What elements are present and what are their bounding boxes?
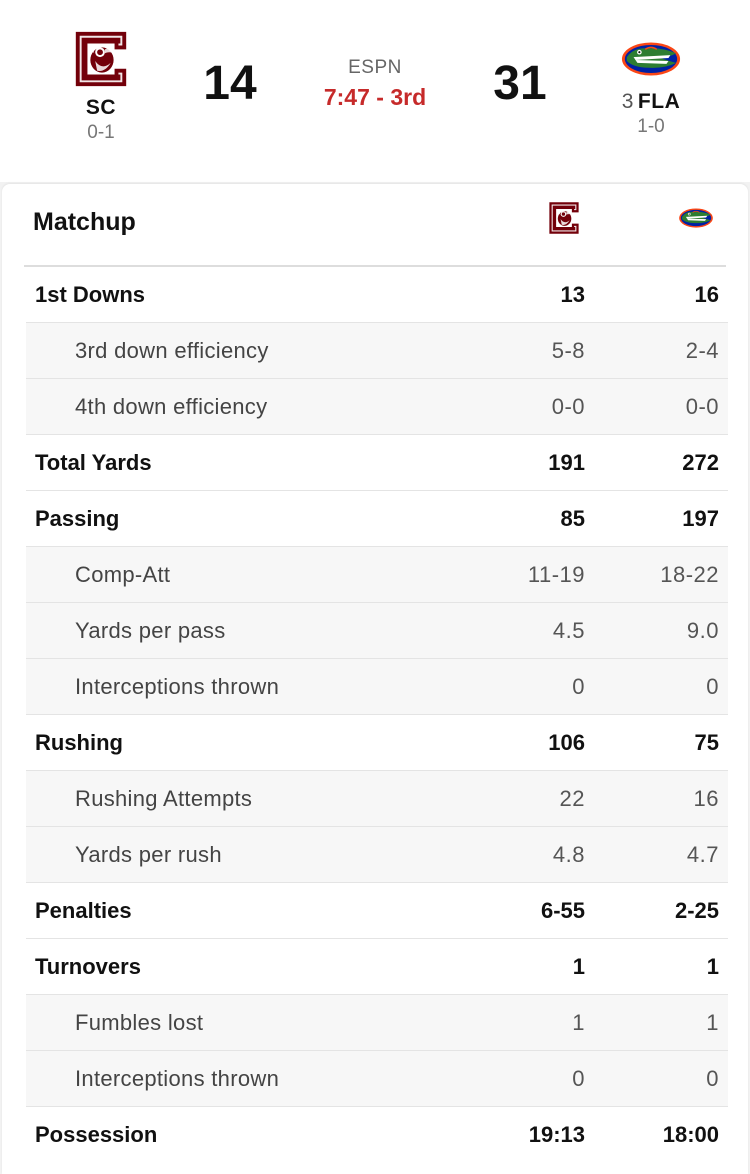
scoreboard-header: SC 0-1 14 ESPN 7:47 - 3rd 31 3 FLA 1-0 — [0, 0, 750, 182]
stat-away-value: 1 — [572, 1010, 585, 1035]
away-team-abbr: SC — [85, 96, 117, 119]
stat-away-value: 1 — [572, 954, 585, 979]
stat-home-value: 16 — [694, 282, 719, 307]
stat-label: Rushing Attempts — [75, 786, 253, 811]
stat-away-value: 191 — [548, 450, 585, 475]
game-clock: 7:47 - 3rd — [323, 84, 427, 110]
matchup-header: Matchup — [24, 184, 726, 267]
stat-label: 3rd down efficiency — [75, 338, 269, 363]
stat-home-value: 0 — [706, 674, 719, 699]
stat-row: Comp-Att 11-19 18-22 — [26, 547, 728, 603]
matchup-title: Matchup — [33, 208, 136, 236]
stat-label: Yards per pass — [75, 618, 226, 643]
stat-row: Turnovers 1 1 — [26, 939, 728, 995]
stat-home-value: 2-4 — [685, 338, 719, 363]
stat-row: Passing 85 197 — [26, 491, 728, 547]
home-team-abbr: FLA — [637, 90, 681, 113]
stat-away-value: 13 — [560, 282, 585, 307]
stats-table: 1st Downs 13 16 3rd down efficiency 5-8 2-4 4t… — [26, 267, 728, 1162]
stat-row: Interceptions thrown 0 0 — [26, 659, 728, 715]
stat-label: Yards per rush — [75, 842, 222, 867]
stat-row: Penalties 6-55 2-25 — [26, 883, 728, 939]
away-team[interactable]: SC 0-1 — [31, 28, 171, 144]
home-team-rank: 3 — [621, 90, 634, 113]
stat-label: Penalties — [35, 898, 132, 923]
stat-row: 4th down efficiency 0-0 0-0 — [26, 379, 728, 435]
stat-home-value: 75 — [694, 730, 719, 755]
stat-away-value: 4.8 — [552, 842, 585, 867]
stat-label: 1st Downs — [35, 282, 146, 307]
stat-away-value: 6-55 — [540, 898, 585, 923]
matchup-card: Matchup 1st Downs 13 16 3rd down efficiency… — [2, 184, 748, 1174]
game-status: ESPN 7:47 - 3rd — [275, 57, 475, 111]
gamecocks-logo-icon — [546, 200, 582, 236]
stat-home-value: 16 — [693, 786, 719, 811]
stat-label: Fumbles lost — [75, 1010, 204, 1035]
stat-label: Interceptions thrown — [75, 674, 280, 699]
stat-home-value: 0-0 — [685, 394, 719, 419]
stat-away-value: 11-19 — [527, 562, 585, 587]
stat-row: Rushing 106 75 — [26, 715, 728, 771]
stat-row: Total Yards 191 272 — [26, 435, 728, 491]
stat-row: Interceptions thrown 0 0 — [26, 1051, 728, 1107]
stat-label: Interceptions thrown — [75, 1066, 280, 1091]
stat-label: Possession — [35, 1122, 158, 1147]
stat-home-value: 18:00 — [662, 1122, 719, 1147]
stat-label: Rushing — [35, 730, 123, 755]
home-team-record: 1-0 — [637, 116, 665, 137]
gators-logo-icon[interactable] — [620, 39, 682, 79]
stat-home-value: 18-22 — [660, 562, 719, 587]
stat-home-value: 2-25 — [674, 898, 719, 923]
stat-home-value: 272 — [682, 450, 719, 475]
stat-home-value: 197 — [682, 506, 719, 531]
away-team-name: SC — [31, 96, 171, 120]
stat-label: Total Yards — [35, 450, 152, 475]
stat-away-value: 0 — [572, 674, 585, 699]
gamecocks-logo-icon[interactable] — [70, 28, 132, 90]
away-team-record: 0-1 — [87, 122, 115, 143]
stat-label: Comp-Att — [75, 562, 171, 587]
stat-away-value: 19:13 — [528, 1122, 585, 1147]
stat-home-value: 9.0 — [686, 618, 719, 643]
stat-row: Yards per pass 4.5 9.0 — [26, 603, 728, 659]
home-team[interactable]: 3 FLA 1-0 — [581, 28, 721, 138]
network-label: ESPN — [348, 57, 402, 78]
stat-home-value: 1 — [706, 954, 719, 979]
stat-row: Possession 19:13 18:00 — [26, 1107, 728, 1162]
home-score: 31 — [493, 57, 547, 110]
stat-row: Rushing Attempts 22 16 — [26, 771, 728, 827]
stat-home-value: 4.7 — [686, 842, 719, 867]
stat-away-value: 106 — [548, 730, 585, 755]
stat-row: Yards per rush 4.8 4.7 — [26, 827, 728, 883]
stat-home-value: 0 — [706, 1066, 719, 1091]
stat-away-value: 0-0 — [551, 394, 585, 419]
stat-label: 4th down efficiency — [75, 394, 268, 419]
stat-away-value: 22 — [559, 786, 585, 811]
stat-away-value: 5-8 — [551, 338, 585, 363]
stat-away-value: 4.5 — [552, 618, 585, 643]
stat-away-value: 0 — [572, 1066, 585, 1091]
away-score: 14 — [203, 57, 257, 110]
stat-row: Fumbles lost 1 1 — [26, 995, 728, 1051]
stat-away-value: 85 — [560, 506, 585, 531]
stat-label: Turnovers — [35, 954, 141, 979]
stat-home-value: 1 — [706, 1010, 719, 1035]
home-team-name: 3 FLA — [581, 90, 721, 114]
stat-label: Passing — [35, 506, 120, 531]
stat-row: 3rd down efficiency 5-8 2-4 — [26, 323, 728, 379]
stat-row: 1st Downs 13 16 — [26, 267, 728, 323]
gators-logo-icon — [678, 200, 714, 236]
